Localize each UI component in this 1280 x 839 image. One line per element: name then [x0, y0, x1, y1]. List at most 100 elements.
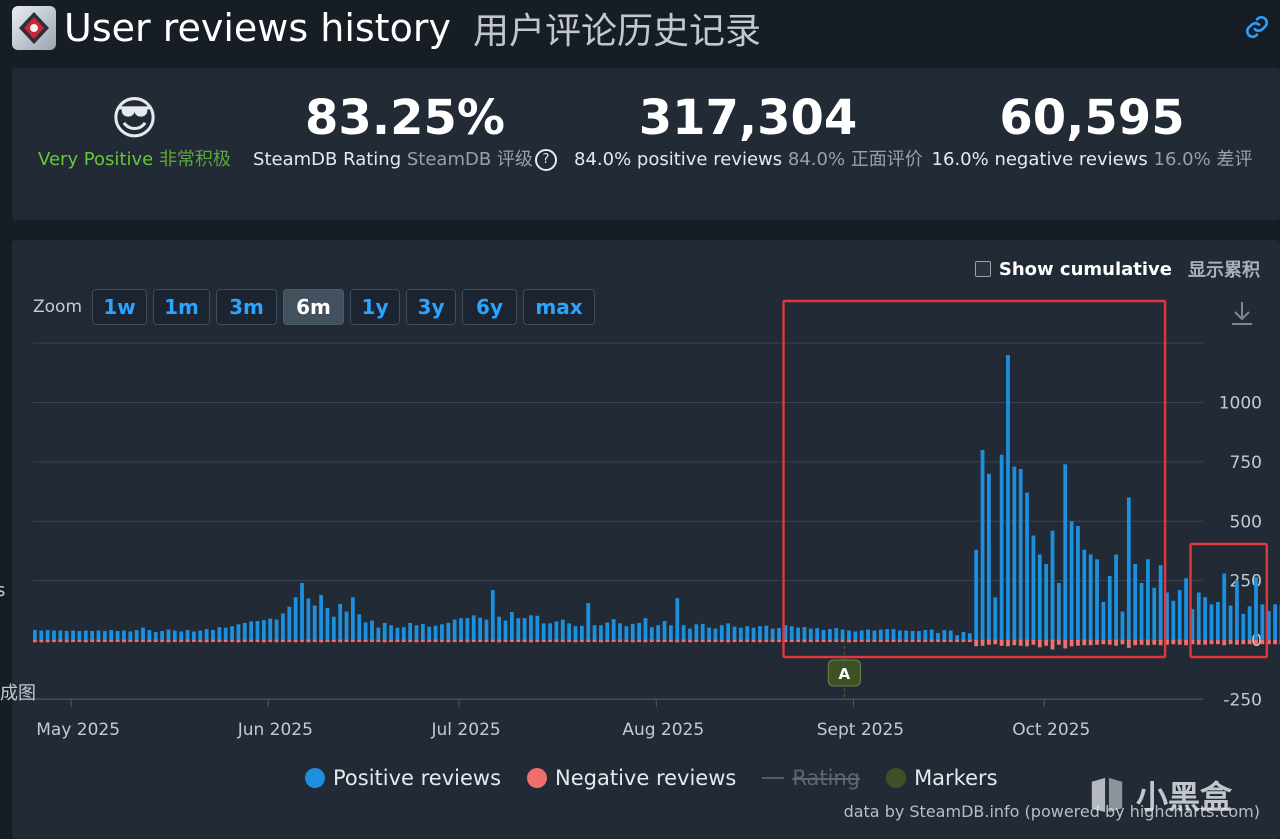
zoom-6y-button[interactable]: 6y [462, 289, 518, 325]
negative-bar [427, 640, 432, 643]
positive-bar [1222, 573, 1227, 640]
negative-bar [261, 640, 266, 643]
legend-positive[interactable]: Positive reviews [305, 766, 501, 790]
zoom-6m-button[interactable]: 6m [283, 289, 345, 325]
positive-bar [770, 628, 775, 640]
positive-bar [134, 630, 139, 640]
positive-bar [109, 630, 114, 640]
positive-bar [618, 623, 622, 640]
positive-bar [446, 622, 451, 640]
rating-label-zh: 非常积极 [158, 149, 231, 170]
positive-bar [713, 628, 718, 640]
negative-bar [471, 640, 476, 643]
negative-bar [83, 640, 88, 643]
x-tick-label: Sept 2025 [817, 720, 904, 740]
negative-bar [967, 640, 972, 643]
steamdb-rating-label: SteamDB Rating [253, 149, 402, 170]
positive-bar [83, 630, 88, 640]
negative-bar [1069, 640, 1074, 647]
negative-bar [700, 640, 705, 643]
positive-bar [688, 628, 692, 640]
positive-bar [376, 627, 381, 640]
positive-bar [866, 629, 870, 640]
negative-bar [1228, 640, 1233, 645]
positive-bar [936, 632, 940, 640]
zoom-3y-button[interactable]: 3y [406, 289, 457, 325]
negative-bar [1082, 640, 1087, 646]
negative-bar [694, 640, 699, 643]
negative-bar [611, 640, 616, 643]
negative-bar [758, 640, 762, 643]
positive-bar [236, 624, 241, 640]
legend-negative[interactable]: Negative reviews [527, 766, 736, 790]
positive-pct-zh: 84.0% 正面评价 [787, 149, 923, 170]
negative-bar [287, 640, 292, 643]
positive-bar [955, 635, 959, 640]
negative-bar [1222, 640, 1227, 646]
zoom-max-button[interactable]: max [523, 289, 596, 325]
legend-rating[interactable]: Rating [762, 766, 860, 790]
negative-bar [96, 640, 101, 643]
positive-bar [611, 619, 616, 640]
y-tick-label: 1000 [1219, 394, 1262, 414]
positive-bar [834, 628, 839, 640]
zoom-1w-button[interactable]: 1w [92, 289, 148, 325]
positive-bar [1266, 611, 1271, 640]
negative-bar [134, 640, 139, 643]
positive-bar [624, 626, 629, 640]
positive-bar [637, 622, 641, 640]
positive-bar [141, 627, 145, 640]
cumulative-checkbox[interactable] [974, 261, 991, 277]
positive-bar [808, 628, 813, 640]
link-icon[interactable] [1244, 14, 1270, 44]
chart-panel [12, 240, 1280, 839]
negative-pct: 16.0% negative reviews [931, 149, 1148, 170]
positive-bar [974, 549, 979, 640]
zoom-3m-button[interactable]: 3m [216, 289, 278, 325]
negative-bar [433, 640, 438, 643]
cumulative-label-zh[interactable]: 显示累积 [1188, 260, 1260, 281]
chart-credit[interactable]: data by SteamDB.info (powered by highcha… [843, 802, 1260, 821]
positive-bar [261, 620, 266, 640]
positive-bar [999, 454, 1004, 640]
download-icon[interactable] [1230, 300, 1254, 330]
negative-bar [796, 640, 800, 643]
positive-bar [382, 622, 387, 640]
positive-bar [363, 622, 368, 640]
positive-bar [1050, 530, 1055, 640]
positive-bar [560, 619, 565, 640]
stats-panel: 😎 Very Positive 非常积极 83.25% SteamDB Rati… [12, 68, 1280, 220]
negative-bar [783, 640, 788, 643]
positive-bar [656, 625, 661, 640]
y-tick-label: 750 [1230, 453, 1262, 473]
positive-bar [1139, 583, 1144, 640]
positive-bar [338, 603, 343, 640]
positive-bar [745, 626, 750, 640]
positive-bar [796, 627, 800, 640]
cumulative-label[interactable]: Show cumulative [998, 258, 1172, 280]
positive-bar [1158, 565, 1163, 640]
positive-pct: 84.0% positive reviews [574, 149, 783, 170]
show-cumulative-toggle[interactable]: Show cumulative 显示累积 [974, 256, 1260, 282]
negative-bar [738, 640, 743, 643]
negative-bar [357, 640, 362, 643]
legend-negative-label: Negative reviews [555, 766, 737, 790]
zoom-1y-button[interactable]: 1y [350, 289, 401, 325]
negative-bar [440, 640, 444, 643]
help-icon[interactable]: ? [534, 149, 557, 171]
positive-bar [777, 628, 781, 640]
negative-bar [179, 640, 184, 643]
negative-bar [573, 640, 578, 643]
positive-bar [586, 602, 591, 640]
negative-bar [1273, 640, 1277, 645]
zoom-1m-button[interactable]: 1m [153, 289, 211, 325]
positive-bar [389, 625, 393, 640]
negative-bar [1190, 640, 1195, 645]
positive-bar [516, 618, 521, 640]
legend-markers[interactable]: Markers [886, 766, 998, 790]
x-tick-label: Aug 2025 [622, 720, 704, 740]
positive-bar [1152, 587, 1157, 640]
negative-bar [1171, 640, 1176, 645]
positive-bar [1076, 526, 1080, 640]
negative-bar [891, 640, 896, 643]
